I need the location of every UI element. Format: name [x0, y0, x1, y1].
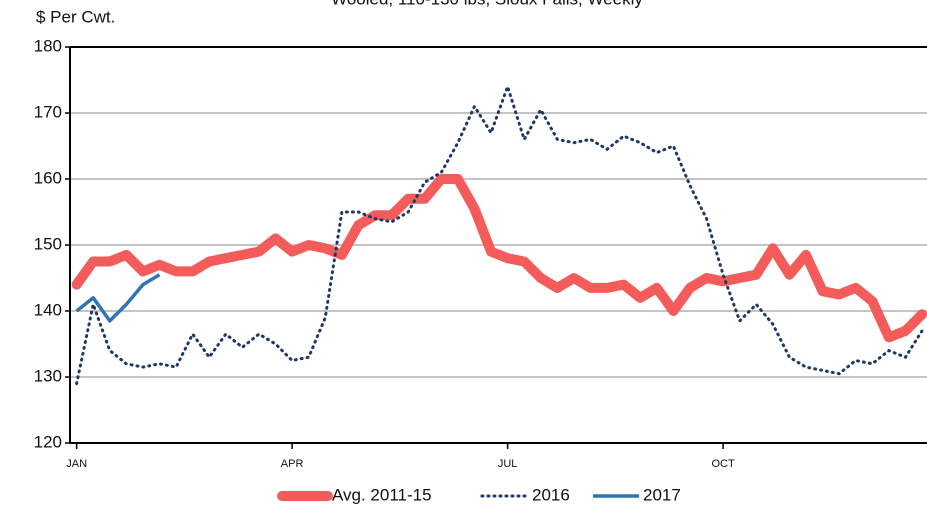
- x-tick-label: JAN: [66, 458, 87, 470]
- legend-label: 2016: [532, 485, 570, 504]
- y-tick-label: 170: [34, 102, 62, 121]
- chart-title: Wooled, 110-130 lbs, Sioux Falls, Weekly: [331, 0, 643, 8]
- y-tick-label: 130: [34, 366, 62, 385]
- legend-label: Avg. 2011-15: [332, 485, 432, 504]
- series-line: [75, 81, 924, 386]
- series-line: [71, 174, 927, 343]
- y-axis-label: $ Per Cwt.: [36, 7, 115, 26]
- y-tick-label: 140: [34, 300, 62, 319]
- y-tick-label: 120: [34, 432, 62, 451]
- series-line: [75, 273, 161, 323]
- legend-label: 2017: [643, 485, 681, 504]
- y-tick-label: 150: [34, 234, 62, 253]
- x-tick-label: JUL: [498, 458, 518, 470]
- y-tick-label: 180: [34, 36, 62, 55]
- x-tick-label: APR: [281, 458, 304, 470]
- y-tick-label: 160: [34, 168, 62, 187]
- x-tick-label: OCT: [711, 458, 735, 470]
